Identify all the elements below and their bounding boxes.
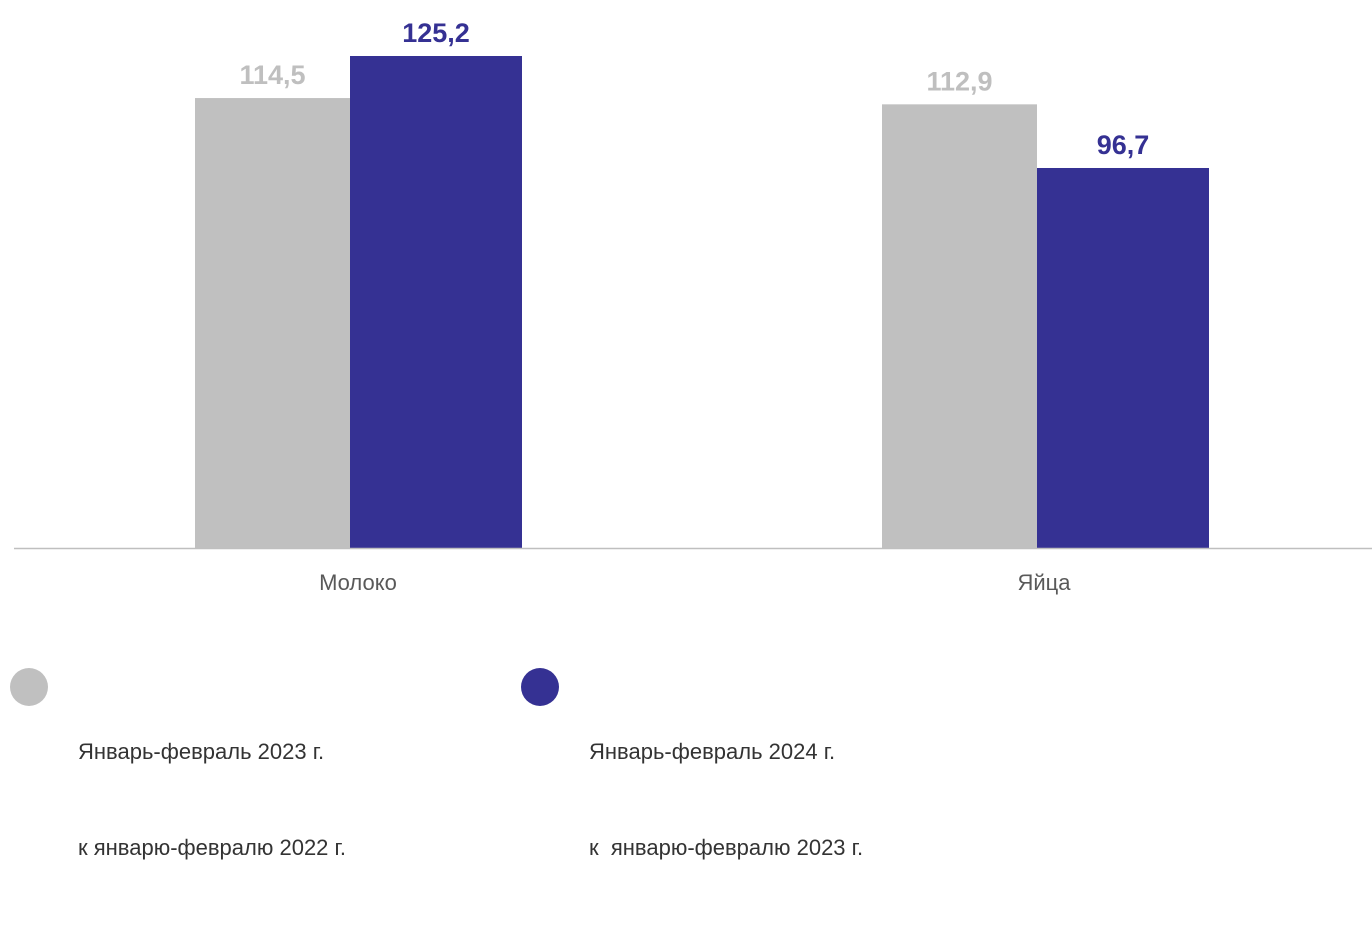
legend-marker-gray <box>10 668 48 706</box>
bar-Молоко-series-1 <box>195 98 350 549</box>
legend-label: Январь-февраль 2023 г. к январю-февралю … <box>78 672 346 928</box>
legend-label-line2: к январю-февралю 2022 г. <box>78 835 346 860</box>
bar-Яйца-series-2 <box>1037 167 1209 548</box>
legend-item-series-2: Январь-февраль 2024 г. к январю-февралю … <box>521 668 863 928</box>
data-label: 96,7 <box>1097 130 1150 160</box>
legend-label-line1: Январь-февраль 2023 г. <box>78 739 325 764</box>
legend-label: Январь-февраль 2024 г. к январю-февралю … <box>589 672 863 928</box>
x-tick-label: Молоко <box>319 570 397 595</box>
data-label: 125,2 <box>402 18 470 48</box>
x-tick-label: Яйца <box>1017 570 1071 595</box>
bar-chart: 114,5 112,9 125,2 96,7 Молоко Яйца <box>14 18 1372 595</box>
legend-label-line2: к январю-февралю 2023 г. <box>589 835 864 860</box>
data-label: 112,9 <box>926 66 992 96</box>
legend-marker-blue <box>521 668 559 706</box>
data-label: 114,5 <box>239 60 305 90</box>
legend-item-series-1: Январь-февраль 2023 г. к январю-февралю … <box>10 668 346 928</box>
bar-Молоко-series-2 <box>350 56 522 548</box>
legend-label-line1: Январь-февраль 2024 г. <box>589 739 836 764</box>
bar-Яйца-series-1 <box>882 104 1037 549</box>
